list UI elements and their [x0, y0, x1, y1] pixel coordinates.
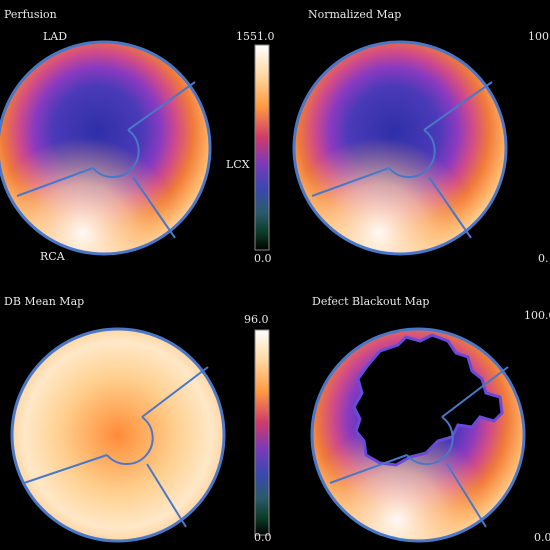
perfusion-polar-map [0, 40, 212, 256]
lad-label: LAD [43, 30, 68, 43]
db-mean-polar-map [10, 327, 270, 543]
colorbar-max: 96.0 [244, 313, 269, 326]
defect-blackout-region [352, 333, 504, 467]
colorbar-min: 0.0 [534, 531, 550, 544]
panel-title: DB Mean Map [4, 295, 85, 308]
colorbar-max: 100.0 [524, 309, 550, 322]
normalized-panel: Normalized Map 100. 0. [280, 0, 550, 275]
panel-title: Normalized Map [308, 8, 402, 21]
perfusion-colorbar [254, 44, 270, 251]
defect-polar-map [310, 327, 526, 543]
db-mean-panel: DB Mean Map 96.0 0.0 [0, 275, 280, 550]
colorbar-min: 0.0 [254, 252, 272, 265]
colorbar-max: 100. [528, 30, 550, 43]
colorbar-min: 0.0 [254, 531, 272, 544]
lcx-label: LCX [226, 158, 250, 171]
perfusion-panel: Perfusion LAD LCX RCA 1551.0 0.0 [0, 0, 280, 275]
defect-panel: Defect Blackout Map 100.0 0.0 [280, 275, 550, 550]
panel-title: Defect Blackout Map [312, 295, 430, 308]
panel-title: Perfusion [4, 8, 57, 21]
normalized-polar-map [292, 40, 508, 256]
rca-label: RCA [40, 250, 65, 263]
colorbar-max: 1551.0 [236, 30, 275, 43]
colorbar-min: 0. [538, 252, 549, 265]
